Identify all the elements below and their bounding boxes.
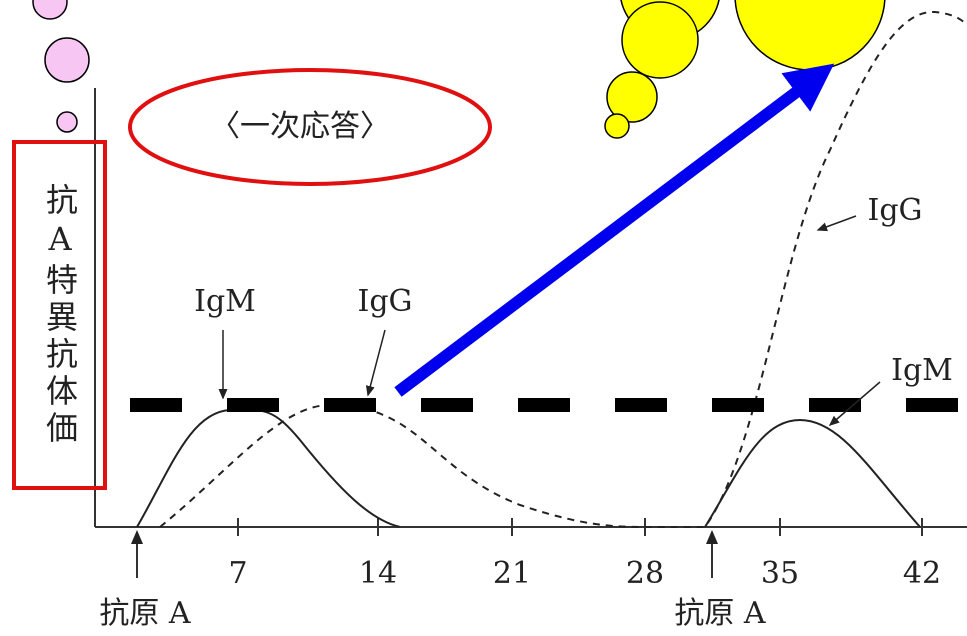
phase-label: 〈一次応答〉 [210,109,390,144]
axes [95,88,967,578]
antigen-label: 抗原 A [99,596,191,631]
curve-label: IgM [891,353,953,388]
x-tick-label: 42 [903,556,941,591]
x-tick-label: 35 [761,556,799,591]
label-arrows [223,216,880,425]
x-tick-label: 14 [359,556,397,591]
x-tick-label: 7 [228,556,247,591]
curve-label: IgM [194,284,256,319]
diagram: 〈一次応答〉 IgM IgG IgG IgM 7 14 21 28 35 42 … [0,0,967,636]
antigen-label: 抗原 A [674,596,766,631]
curve-label: IgG [357,284,412,319]
x-tick-label: 21 [493,556,531,591]
x-tick-label: 28 [626,556,664,591]
curve-label: IgG [867,193,922,228]
canvas: 〈一次応答〉 IgM IgG IgG IgM 7 14 21 28 35 42 … [0,0,967,636]
y-axis-label: 抗A特異抗体価 [12,140,107,490]
